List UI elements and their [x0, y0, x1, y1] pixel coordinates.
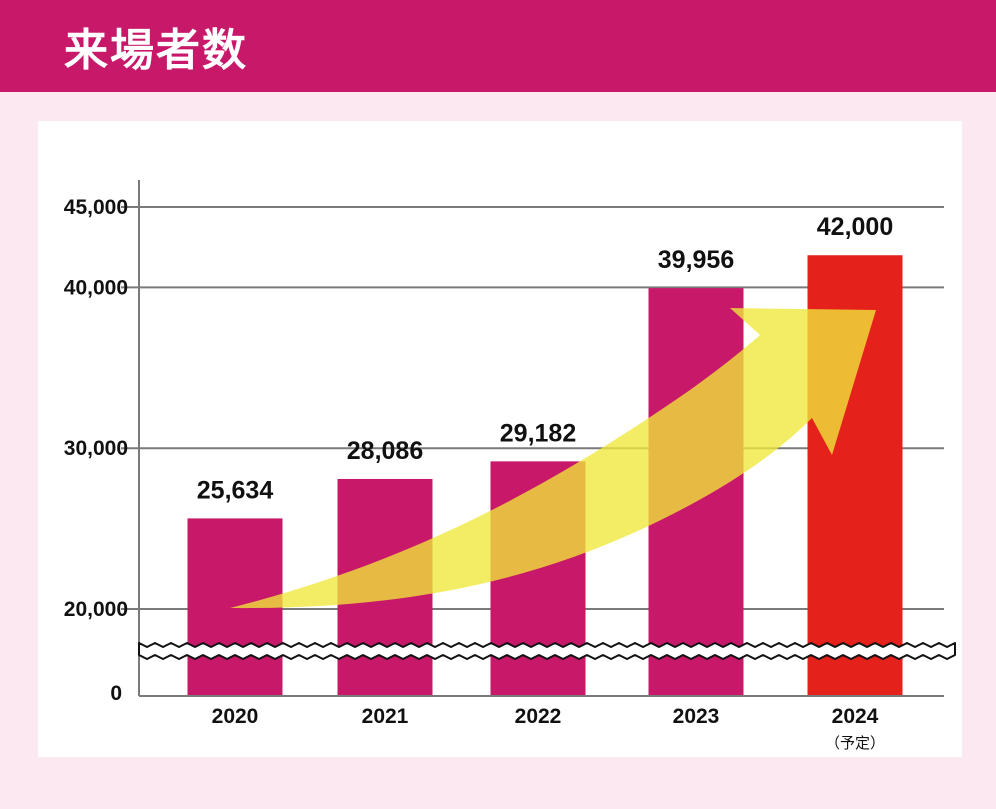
- x-tick-label-2020: 2020: [212, 705, 259, 728]
- y-tick-label: 40,000: [64, 276, 128, 299]
- data-label-2021: 28,086: [347, 437, 423, 465]
- x-tick-label-2021: 2021: [362, 705, 409, 728]
- x-tick-note: （予定）: [825, 734, 885, 752]
- data-label-2020: 25,634: [197, 476, 274, 504]
- x-tick-label-2024: 2024: [832, 705, 879, 728]
- data-label-2023: 39,956: [658, 246, 734, 274]
- trend-arrow: [230, 308, 876, 609]
- y-tick-label: 0: [110, 682, 122, 705]
- axis-break: [138, 642, 956, 660]
- header-banner: 来場者数: [0, 0, 996, 92]
- x-tick-label-2022: 2022: [515, 705, 562, 728]
- trend-arrow-layer: [230, 308, 876, 609]
- data-label-2022: 29,182: [500, 419, 576, 447]
- data-label-2024: 42,000: [817, 213, 893, 241]
- y-tick-label: 30,000: [64, 437, 128, 460]
- x-tick-label-2023: 2023: [673, 705, 720, 728]
- y-tick-label: 45,000: [64, 196, 128, 219]
- labels: 0 20,000 30,000 40,000 45,000 25,634 2020 28,08…: [64, 196, 893, 752]
- y-tick-label: 20,000: [64, 598, 128, 621]
- page-title: 来場者数: [64, 25, 248, 76]
- axes: [138, 180, 944, 697]
- axis-break-band: [138, 642, 956, 660]
